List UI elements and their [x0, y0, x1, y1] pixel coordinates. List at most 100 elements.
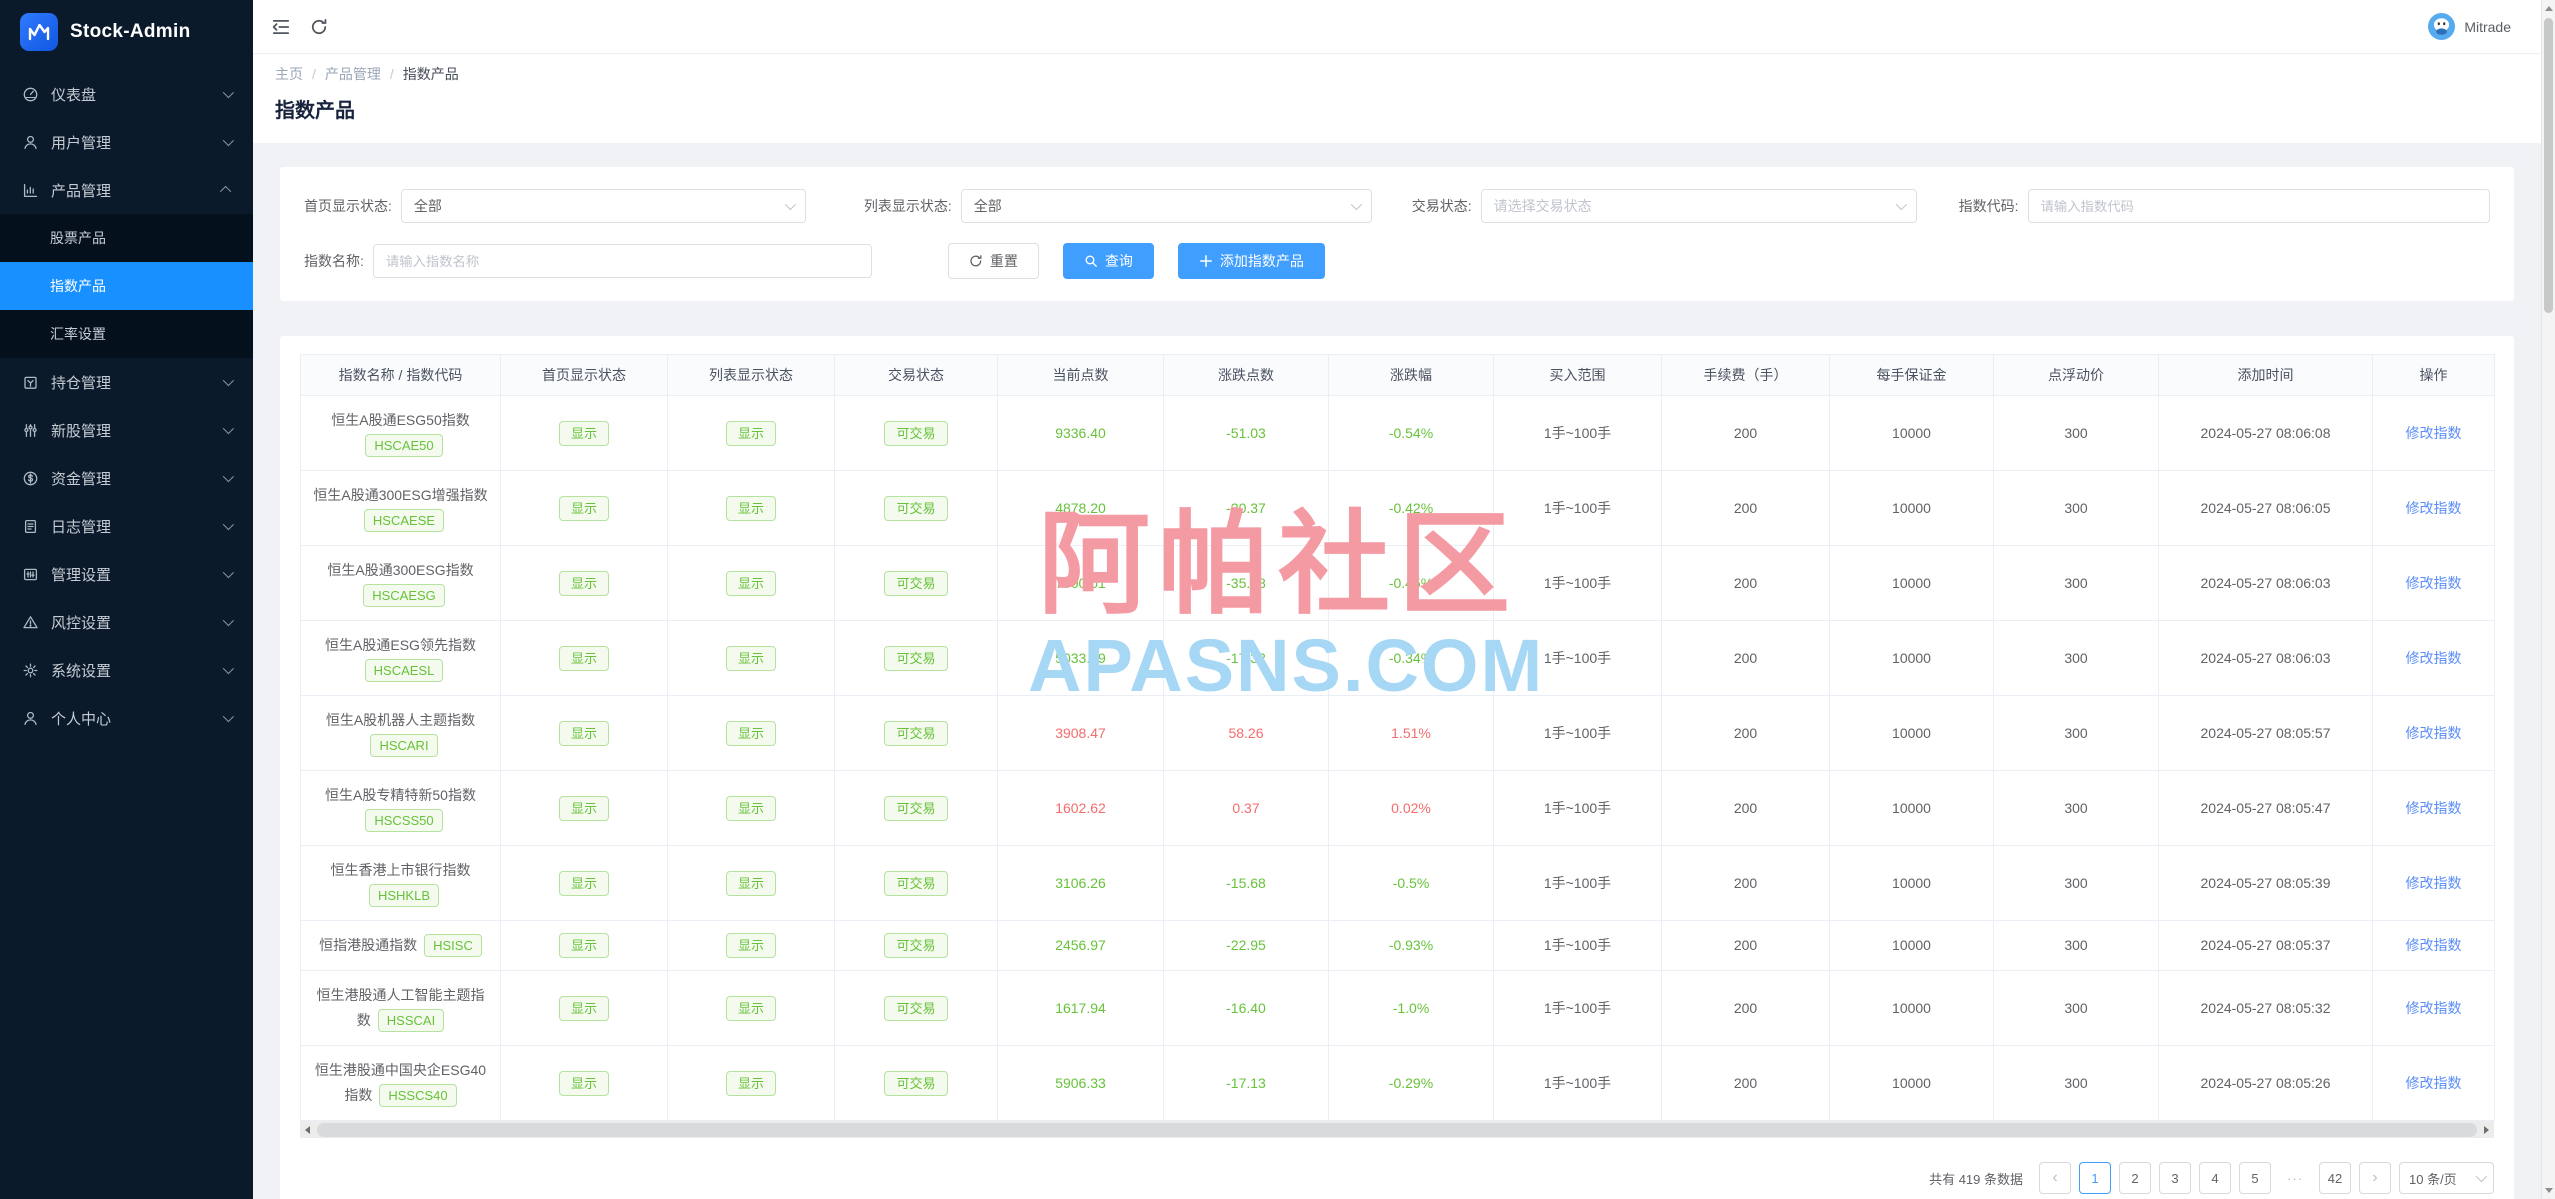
- index-code-badge: HSISC: [424, 934, 482, 957]
- fee-per-lot: 200: [1661, 970, 1830, 1046]
- sidebar-item-positions[interactable]: 持仓管理: [0, 358, 253, 406]
- add-index-button[interactable]: 添加指数产品: [1177, 243, 1325, 279]
- sidebar-item-index-products[interactable]: 指数产品: [0, 262, 253, 310]
- edit-index-link[interactable]: 修改指数: [2405, 424, 2462, 441]
- avatar[interactable]: [2428, 13, 2456, 40]
- page-size-select[interactable]: 10 条/页: [2399, 1162, 2494, 1194]
- edit-index-link[interactable]: 修改指数: [2405, 1074, 2462, 1091]
- breadcrumb-product-management[interactable]: 产品管理: [324, 66, 381, 82]
- list-status-select[interactable]: 全部: [960, 189, 1372, 223]
- current-points: 7900.01: [997, 545, 1164, 621]
- list-status-badge-cell: 显示: [667, 920, 835, 971]
- index-code-input[interactable]: [2027, 189, 2490, 223]
- horizontal-scrollbar-thumb[interactable]: [317, 1122, 2477, 1137]
- sidebar-item-stock-products[interactable]: 股票产品: [0, 214, 253, 262]
- index-name: 恒生香港上市银行指数: [330, 862, 471, 878]
- table-row: 恒生A股通300ESG增强指数 HSCAESE 显示 显示 可交易 4878.20 -20.…: [300, 470, 2495, 546]
- page-button-42[interactable]: 42: [2319, 1162, 2351, 1194]
- sidebar-item-exchange-rate[interactable]: 汇率设置: [0, 310, 253, 358]
- topbar: Mitrade: [253, 0, 2541, 54]
- home-status-badge: 显示: [558, 795, 609, 821]
- horizontal-scrollbar[interactable]: [300, 1121, 2494, 1138]
- edit-index-link[interactable]: 修改指数: [2405, 874, 2462, 891]
- edit-index-link[interactable]: 修改指数: [2405, 499, 2462, 516]
- action-cell: 修改指数: [2372, 845, 2495, 921]
- current-points: 1602.62: [997, 770, 1164, 846]
- position-icon: [22, 374, 39, 391]
- page-button-2[interactable]: 2: [2119, 1162, 2151, 1194]
- fee-per-lot: 200: [1661, 470, 1830, 546]
- app-name: Stock-Admin: [70, 21, 191, 42]
- home-status-badge: 显示: [558, 1070, 609, 1096]
- edit-index-link[interactable]: 修改指数: [2405, 999, 2462, 1016]
- refresh-icon[interactable]: [309, 17, 329, 37]
- edit-index-link[interactable]: 修改指数: [2405, 724, 2462, 741]
- trade-status-badge: 可交易: [884, 795, 948, 821]
- scroll-up-arrow-icon[interactable]: [2545, 6, 2553, 11]
- buy-range: 1手~100手: [1493, 1045, 1662, 1121]
- chevron-down-icon: [222, 134, 235, 147]
- change-points: -15.68: [1163, 845, 1329, 921]
- home-status-badge-cell: 显示: [500, 1045, 668, 1121]
- margin-per-lot: 10000: [1829, 395, 1994, 471]
- sidebar-item-admin-settings[interactable]: 管理设置: [0, 550, 253, 598]
- column-header: 点浮动价: [1993, 354, 2159, 396]
- sidebar-item-funds[interactable]: 资金管理: [0, 454, 253, 502]
- page-button-3[interactable]: 3: [2159, 1162, 2191, 1194]
- buy-range: 1手~100手: [1493, 920, 1662, 971]
- pagination: 共有 419 条数据 ‹ 1 2 3 4 5 ··· 42 › 10 条/页: [300, 1138, 2494, 1199]
- trade-status-badge-cell: 可交易: [834, 970, 998, 1046]
- trade-status-badge: 可交易: [884, 645, 948, 671]
- vertical-scrollbar[interactable]: [2541, 0, 2555, 1199]
- sidebar-item-products[interactable]: 产品管理: [0, 166, 253, 214]
- sidebar-item-risk-settings[interactable]: 风控设置: [0, 598, 253, 646]
- prev-page-button[interactable]: ‹: [2039, 1162, 2071, 1194]
- vertical-scrollbar-thumb[interactable]: [2544, 18, 2553, 313]
- sidebar-item-logs[interactable]: 日志管理: [0, 502, 253, 550]
- index-name-label: 指数名称:: [304, 253, 364, 269]
- current-points: 3908.47: [997, 695, 1164, 771]
- scroll-left-arrow-icon[interactable]: [305, 1125, 310, 1134]
- breadcrumb-home[interactable]: 主页: [275, 66, 303, 82]
- sidebar-item-label: 汇率设置: [50, 326, 106, 342]
- scroll-right-arrow-icon[interactable]: [2484, 1125, 2489, 1134]
- gear-icon: [22, 662, 39, 679]
- added-time: 2024-05-27 08:05:39: [2158, 845, 2373, 921]
- edit-index-link[interactable]: 修改指数: [2405, 649, 2462, 666]
- sidebar-item-label: 系统设置: [51, 662, 112, 680]
- sidebar-item-profile[interactable]: 个人中心: [0, 694, 253, 742]
- sidebar-item-users[interactable]: 用户管理: [0, 118, 253, 166]
- fee-per-lot: 200: [1661, 620, 1830, 696]
- sidebar-item-system-settings[interactable]: 系统设置: [0, 646, 253, 694]
- page-button-5[interactable]: 5: [2239, 1162, 2271, 1194]
- next-page-button[interactable]: ›: [2359, 1162, 2391, 1194]
- sliders-icon: [22, 422, 39, 439]
- menu-fold-icon[interactable]: [271, 17, 291, 37]
- margin-per-lot: 10000: [1829, 470, 1994, 546]
- table-panel: 指数名称 / 指数代码 首页显示状态 列表显示状态 交易状态 当前点数 涨跌点数 涨跌幅 买入…: [280, 336, 2514, 1199]
- index-code-badge: HSCAESG: [363, 584, 445, 607]
- app-logo: Stock-Admin: [0, 0, 253, 64]
- edit-index-link[interactable]: 修改指数: [2405, 937, 2462, 953]
- reset-button[interactable]: 重置: [947, 243, 1039, 279]
- index-name: 恒生港股通中国央企ESG40指数: [314, 1062, 487, 1103]
- current-points: 5906.33: [997, 1045, 1164, 1121]
- trade-status-badge-cell: 可交易: [834, 620, 998, 696]
- point-float-price: 300: [1993, 920, 2159, 971]
- sidebar-item-label: 股票产品: [50, 230, 106, 246]
- change-points: -16.40: [1163, 970, 1329, 1046]
- home-status-badge-cell: 显示: [500, 620, 668, 696]
- home-status-select[interactable]: 全部: [400, 189, 806, 223]
- sidebar-item-dashboard[interactable]: 仪表盘: [0, 70, 253, 118]
- sidebar-item-ipo[interactable]: 新股管理: [0, 406, 253, 454]
- index-name-input[interactable]: [372, 244, 872, 278]
- edit-index-link[interactable]: 修改指数: [2405, 574, 2462, 591]
- search-button[interactable]: 查询: [1062, 243, 1154, 279]
- edit-index-link[interactable]: 修改指数: [2405, 799, 2462, 816]
- index-name-cell: 恒生A股通300ESG指数 HSCAESG: [300, 545, 501, 621]
- page-button-4[interactable]: 4: [2199, 1162, 2231, 1194]
- trade-status-select[interactable]: 请选择交易状态: [1480, 189, 1917, 223]
- page-button-1[interactable]: 1: [2079, 1162, 2111, 1194]
- scroll-down-arrow-icon[interactable]: [2545, 1188, 2553, 1193]
- index-table: 指数名称 / 指数代码 首页显示状态 列表显示状态 交易状态 当前点数 涨跌点数 涨跌幅 买入…: [300, 354, 2495, 1121]
